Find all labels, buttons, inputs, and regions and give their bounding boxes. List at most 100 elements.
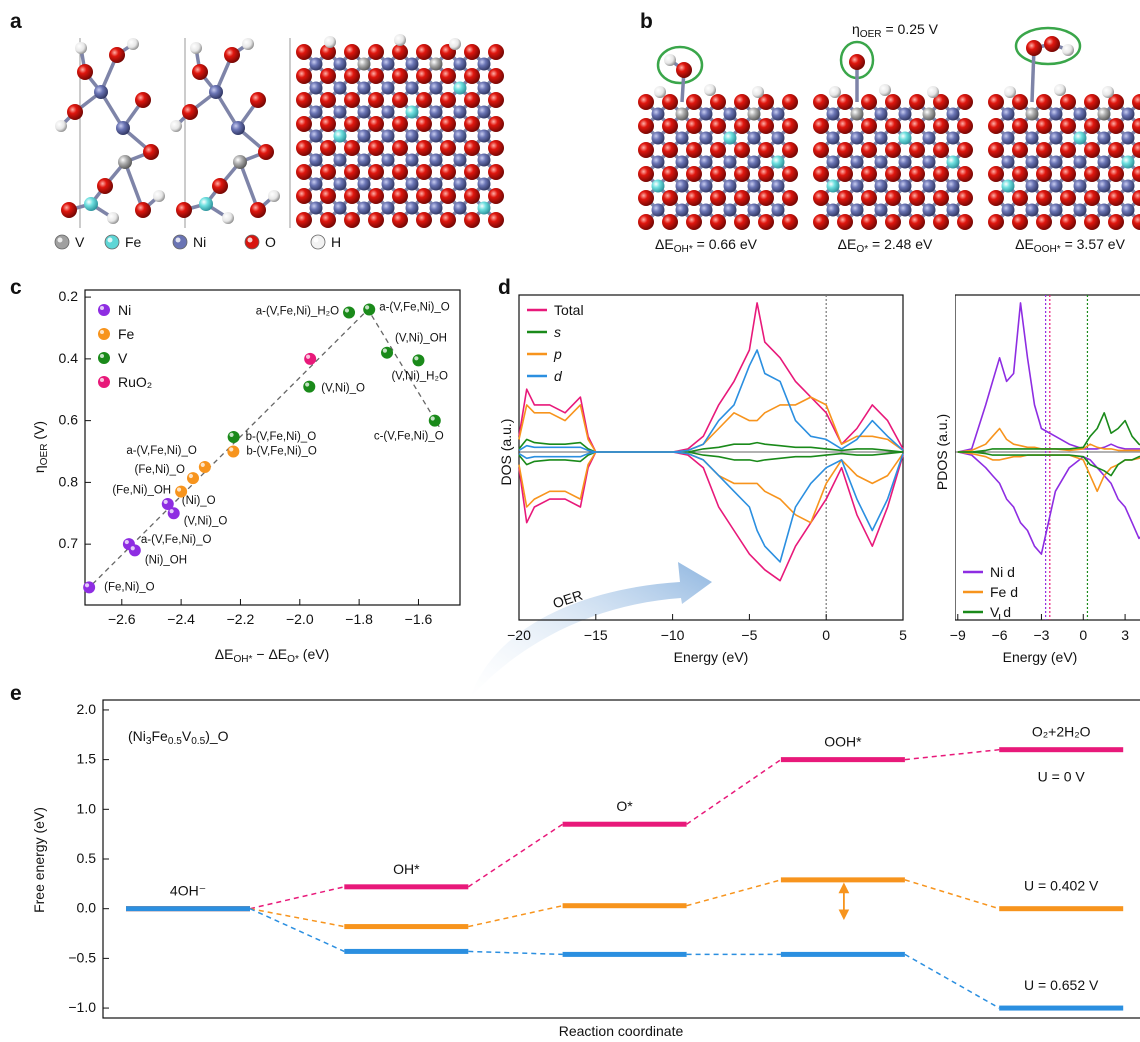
atom: [406, 178, 419, 191]
atom: [652, 132, 665, 145]
legend-label: RuO₂: [118, 374, 152, 390]
atom: [430, 58, 443, 71]
legend-label: U = 0.652 V: [1024, 977, 1099, 993]
atom: [724, 204, 737, 217]
atom: [734, 166, 750, 182]
atom: [368, 92, 384, 108]
atom: [849, 54, 865, 70]
atom: [704, 84, 716, 96]
point-highlight: [305, 382, 309, 386]
atom: [724, 156, 737, 169]
atom: [772, 156, 785, 169]
atom: [662, 118, 678, 134]
legend-label: Fe d: [990, 584, 1018, 600]
atom: [827, 132, 840, 145]
point-highlight: [177, 487, 181, 491]
atom: [344, 44, 360, 60]
x-axis-label: Energy (eV): [674, 649, 749, 665]
atom: [676, 156, 689, 169]
atom: [957, 190, 973, 206]
atom: [662, 166, 678, 182]
atom: [334, 106, 347, 119]
atom: [861, 166, 877, 182]
panel-label: c: [10, 276, 22, 299]
atom: [1098, 132, 1111, 145]
atom: [1108, 118, 1124, 134]
atom: [947, 180, 960, 193]
connector: [468, 824, 562, 887]
atom: [1050, 204, 1063, 217]
atom: [296, 92, 312, 108]
y-tick-label: 0.0: [77, 899, 97, 915]
atom: [368, 140, 384, 156]
atom: [296, 212, 312, 228]
atom: [320, 68, 336, 84]
atom: [724, 108, 737, 121]
atom: [478, 58, 491, 71]
point-label: (V,Ni)_O: [321, 383, 365, 395]
atom: [488, 140, 504, 156]
atom: [478, 178, 491, 191]
legend-swatch: [98, 328, 110, 340]
atom: [875, 204, 888, 217]
atom: [676, 180, 689, 193]
atom: [334, 130, 347, 143]
atom: [851, 180, 864, 193]
y-tick-label: 0.7: [59, 535, 79, 551]
atom: [875, 108, 888, 121]
atom: [988, 214, 1004, 230]
atom: [662, 190, 678, 206]
x-tick-label: 3: [1121, 627, 1129, 643]
atom: [710, 214, 726, 230]
atom: [748, 156, 761, 169]
atom: [1074, 180, 1087, 193]
atom: [885, 118, 901, 134]
atom: [686, 190, 702, 206]
atom: [320, 164, 336, 180]
connector: [905, 954, 999, 1008]
panel-label: a: [10, 10, 22, 33]
atom: [1012, 166, 1028, 182]
atom: [488, 68, 504, 84]
atom: [837, 118, 853, 134]
atom: [652, 156, 665, 169]
atom: [909, 214, 925, 230]
y-tick-label: 0.2: [59, 288, 79, 304]
atom: [488, 44, 504, 60]
category-label: O₂+2H₂O: [1032, 723, 1091, 739]
atom: [392, 44, 408, 60]
atom: [118, 155, 132, 169]
atom: [344, 212, 360, 228]
atom: [758, 118, 774, 134]
plot-frame: [103, 700, 1140, 1018]
atom: [1012, 190, 1028, 206]
atom: [1084, 118, 1100, 134]
atom: [454, 58, 467, 71]
x-axis-label: Reaction coordinate: [559, 1023, 684, 1039]
atom: [1060, 214, 1076, 230]
dos-curve: [958, 303, 1140, 452]
atom: [1122, 156, 1135, 169]
panel-label: b: [640, 10, 653, 33]
atom: [947, 204, 960, 217]
legend-label: Ni: [193, 234, 206, 250]
x-tick-label: 0: [1079, 627, 1087, 643]
atom: [109, 47, 125, 63]
atom: [61, 202, 77, 218]
atom: [334, 178, 347, 191]
atom: [933, 214, 949, 230]
atom: [782, 214, 798, 230]
atom: [1004, 86, 1016, 98]
atom: [382, 202, 395, 215]
figure: a b c d e ηOER = 0.25 V ΔEOH* = 0.66 eV …: [0, 0, 1140, 1042]
x-tick-label: −3: [1033, 627, 1049, 643]
category-label: OH*: [393, 861, 420, 877]
atom: [827, 180, 840, 193]
atom: [310, 154, 323, 167]
atom: [478, 82, 491, 95]
atom: [1074, 108, 1087, 121]
atom: [1084, 190, 1100, 206]
atom: [710, 142, 726, 158]
atom: [242, 38, 254, 50]
atom: [368, 164, 384, 180]
